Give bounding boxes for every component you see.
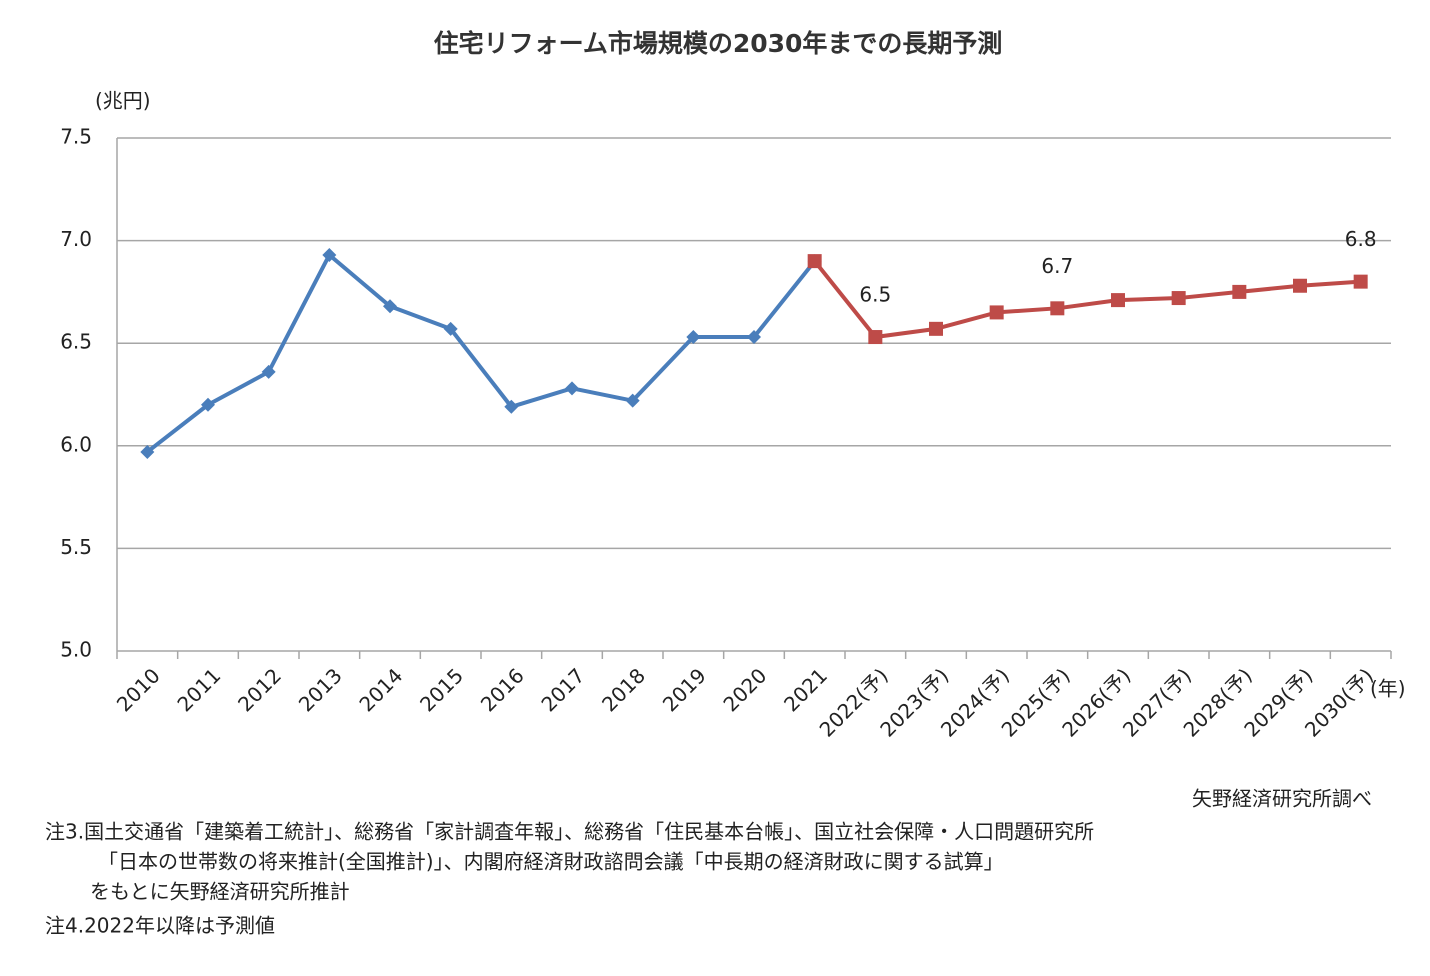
x-tick-label: 2014 xyxy=(354,663,407,716)
x-tick-label: 2016 xyxy=(476,663,529,716)
x-tick-label: 2018 xyxy=(597,663,650,716)
data-label: 6.7 xyxy=(1041,254,1073,278)
data-label: 6.5 xyxy=(859,283,891,307)
y-tick-label: 6.0 xyxy=(60,432,92,456)
marker xyxy=(383,299,397,314)
x-tick-label: 2020 xyxy=(718,663,771,716)
marker xyxy=(807,254,822,269)
note: 「日本の世帯数の将来推計(全国推計)」、内閣府経済財政諮問会議「中長期の経済財政… xyxy=(98,850,1004,874)
y-tick-label: 7.5 xyxy=(60,125,92,149)
x-tick-label: 2013 xyxy=(294,663,347,716)
series-line xyxy=(146,252,817,454)
marker xyxy=(201,397,215,412)
marker xyxy=(443,321,458,336)
note: 注4.2022年以降は予測値 xyxy=(45,914,275,938)
marker xyxy=(1353,274,1368,289)
note: をもとに矢野経済研究所推計 xyxy=(90,880,350,904)
chart-title: 住宅リフォーム市場規模の2030年までの長期予測 xyxy=(434,29,1003,58)
y-tick-label: 7.0 xyxy=(60,227,92,251)
x-axis-unit: (年) xyxy=(1370,677,1406,701)
y-tick-label: 5.5 xyxy=(60,535,92,559)
marker xyxy=(747,330,761,345)
marker xyxy=(140,444,155,459)
y-tick-label: 6.5 xyxy=(60,330,92,354)
y-tick-label: 5.0 xyxy=(60,638,92,662)
x-tick-label: 2011 xyxy=(172,663,225,716)
marker xyxy=(504,399,519,414)
x-tick-label: 2019 xyxy=(658,663,711,716)
marker xyxy=(686,330,701,345)
marker xyxy=(929,321,943,336)
x-tick-label: 2015 xyxy=(415,663,468,716)
x-tick-label: 2021 xyxy=(779,663,832,716)
y-axis-unit: (兆円) xyxy=(95,89,151,113)
marker xyxy=(1171,291,1186,306)
marker xyxy=(989,305,1004,320)
marker xyxy=(565,381,579,396)
marker xyxy=(1111,293,1125,308)
marker xyxy=(322,247,337,262)
x-tick-label: 2012 xyxy=(233,663,286,716)
marker xyxy=(868,330,883,345)
source: 矢野経済研究所調べ xyxy=(1192,787,1372,811)
series-line xyxy=(813,259,1361,340)
note: 注3.国土交通省「建築着工統計」、総務省「家計調査年報」、総務省「住民基本台帳」… xyxy=(45,820,1094,844)
marker xyxy=(1293,278,1307,293)
marker xyxy=(261,364,276,379)
x-tick-label: 2010 xyxy=(112,663,165,716)
marker xyxy=(1232,284,1247,299)
x-tick-label: 2017 xyxy=(536,663,589,716)
marker xyxy=(1050,301,1065,316)
marker xyxy=(625,393,640,408)
data-label: 6.8 xyxy=(1345,227,1377,251)
